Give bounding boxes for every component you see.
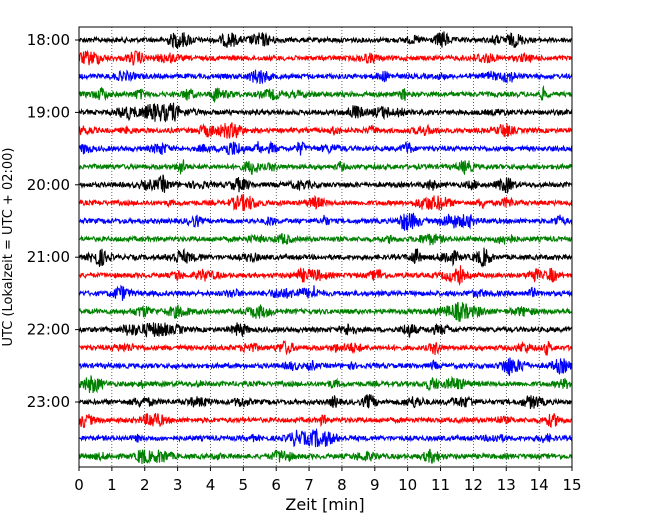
x-tick-label: 9 <box>370 476 380 494</box>
trace-2215 <box>78 339 573 356</box>
trace-2115 <box>78 265 573 287</box>
trace-1845 <box>78 84 573 104</box>
x-tick-label: 7 <box>304 476 314 494</box>
trace-2015 <box>78 193 573 212</box>
x-axis-ticks: 0 1 2 3 4 5 6 7 8 9 10 11 12 13 14 15 <box>74 467 582 494</box>
plot-frame <box>78 26 573 468</box>
y-tick-label: 19:00 <box>27 103 70 121</box>
trace-1800 <box>78 31 573 49</box>
x-tick-label: 12 <box>464 476 483 494</box>
y-axis-label: UTC (Lokalzeit = UTC + 02:00) <box>1 148 16 347</box>
x-tick-label: 14 <box>530 476 549 494</box>
trace-2200 <box>78 322 573 338</box>
x-tick-label: 0 <box>74 476 84 494</box>
y-tick-label: 18:00 <box>27 31 70 49</box>
x-tick-label: 6 <box>271 476 281 494</box>
x-tick-label: 11 <box>431 476 450 494</box>
x-axis-label: Zeit [min] <box>285 495 364 514</box>
x-tick-label: 5 <box>239 476 249 494</box>
trace-2100 <box>78 247 573 268</box>
trace-1930 <box>78 140 573 156</box>
x-tick-label: 2 <box>140 476 150 494</box>
trace-1900 <box>78 102 573 123</box>
trace-2230 <box>78 357 573 377</box>
trace-2000 <box>78 174 573 195</box>
y-tick-label: 23:00 <box>27 393 70 411</box>
y-tick-label: 22:00 <box>27 321 70 339</box>
x-tick-label: 15 <box>562 476 581 494</box>
x-tick-label: 8 <box>337 476 347 494</box>
trace-2145 <box>78 301 573 322</box>
grid-lines <box>111 27 540 467</box>
trace-2245 <box>78 375 573 394</box>
x-tick-label: 10 <box>398 476 417 494</box>
x-tick-label: 3 <box>173 476 183 494</box>
trace-1945 <box>78 159 573 176</box>
y-tick-label: 21:00 <box>27 248 70 266</box>
trace-2300 <box>78 394 573 409</box>
x-tick-label: 4 <box>206 476 216 494</box>
trace-group <box>78 31 573 465</box>
trace-2030 <box>78 212 573 231</box>
trace-2345 <box>78 448 573 465</box>
trace-2045 <box>78 232 573 246</box>
x-tick-label: 1 <box>107 476 117 494</box>
x-tick-label: 13 <box>497 476 516 494</box>
y-tick-label: 20:00 <box>27 176 70 194</box>
trace-2330 <box>78 427 573 448</box>
trace-1815 <box>78 49 573 66</box>
trace-2315 <box>78 412 573 428</box>
trace-1830 <box>78 69 573 85</box>
trace-2130 <box>78 284 573 301</box>
trace-1915 <box>78 122 573 139</box>
y-axis-ticks: 18:00 19:00 20:00 21:00 22:00 23:00 <box>27 31 79 411</box>
